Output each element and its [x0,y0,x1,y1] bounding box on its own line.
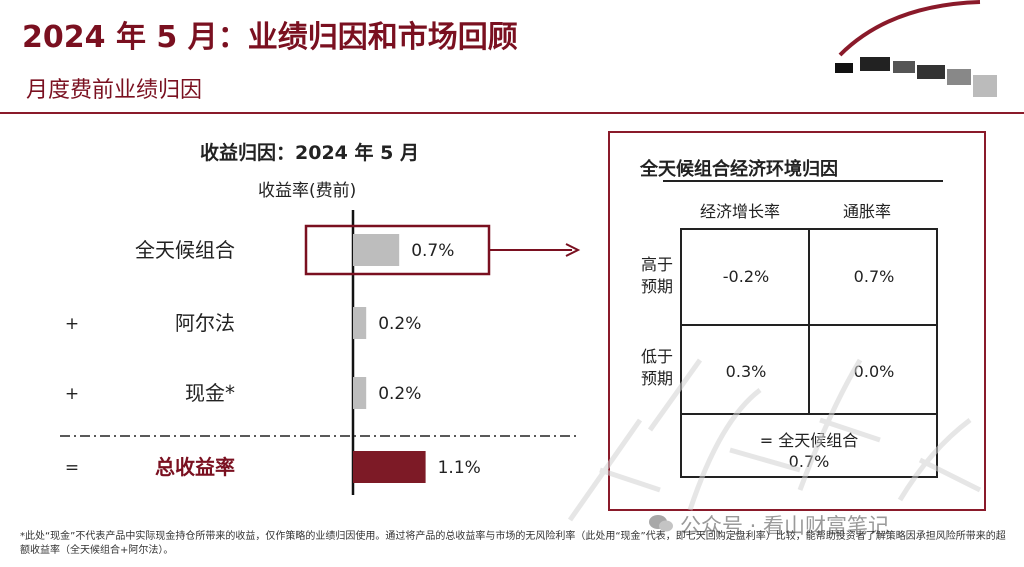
matrix-title: 全天候组合经济环境归因 [640,159,838,180]
wechat-icon [649,515,673,532]
chart-subtitle: 收益率(费前) [258,181,357,201]
page-title: 2024 年 5 月：业绩归因和市场回顾 [22,20,518,55]
operator-label-3: = [65,458,79,478]
footnote: *此处“现金”不代表产品中实际现金持仓所带来的收益，仅作策略的业绩归因使用。通过… [20,531,1006,556]
matrix-cell-below-growth: 0.3% [725,362,767,381]
matrix-grid-divider-horizontal [680,324,938,326]
matrix-cell-above-inflation: 0.7% [853,267,895,286]
operator-label-2: + [65,384,79,404]
bar-value-label-1: 0.2% [378,314,421,334]
attribution-bar-chart: 0.7% 全天候组合 0.2% 阿尔法 +0.2% 现金* +1.1% 总收益率 = [60,210,581,495]
matrix-panel-border [608,131,986,511]
watermark-text: 公众号 · 看山财富笔记 [680,514,890,538]
highlight-arrow-head [565,243,581,257]
page-subtitle: 月度费前业绩归因 [26,78,203,103]
logo-mosaic-icon [835,57,997,97]
logo-swoosh-icon [838,0,981,57]
matrix-cell-below-inflation: 0.0% [853,362,895,381]
category-label-2: 现金* [185,381,235,405]
bar-0 [353,234,400,266]
bar-3 [353,451,426,483]
watermark-brush-icon [567,358,982,522]
matrix-column-growth: 经济增长率 [700,202,781,221]
matrix-row-label-above: 高于 预期 [640,255,673,296]
bar-value-label-2: 0.2% [378,384,421,404]
matrix-column-inflation: 通胀率 [843,202,892,221]
chart-title: 收益归因：2024 年 5 月 [200,142,419,164]
matrix-title-underline [663,180,943,182]
operator-label-1: + [65,314,79,334]
bar-value-label-3: 1.1% [438,458,481,478]
matrix-total-label: = 全天候组合 [759,431,859,450]
header-divider [0,112,1024,114]
category-label-1: 阿尔法 [175,311,235,335]
category-label-3: 总收益率 [155,455,235,479]
matrix-row-label-below: 低于 预期 [640,347,673,388]
bar-1 [353,307,367,339]
matrix-grid-divider-vertical [808,228,810,415]
matrix-cell-above-growth: -0.2% [722,267,770,286]
bar-2 [353,377,367,409]
bar-value-label-0: 0.7% [411,241,454,261]
category-label-0: 全天候组合 [135,238,235,262]
